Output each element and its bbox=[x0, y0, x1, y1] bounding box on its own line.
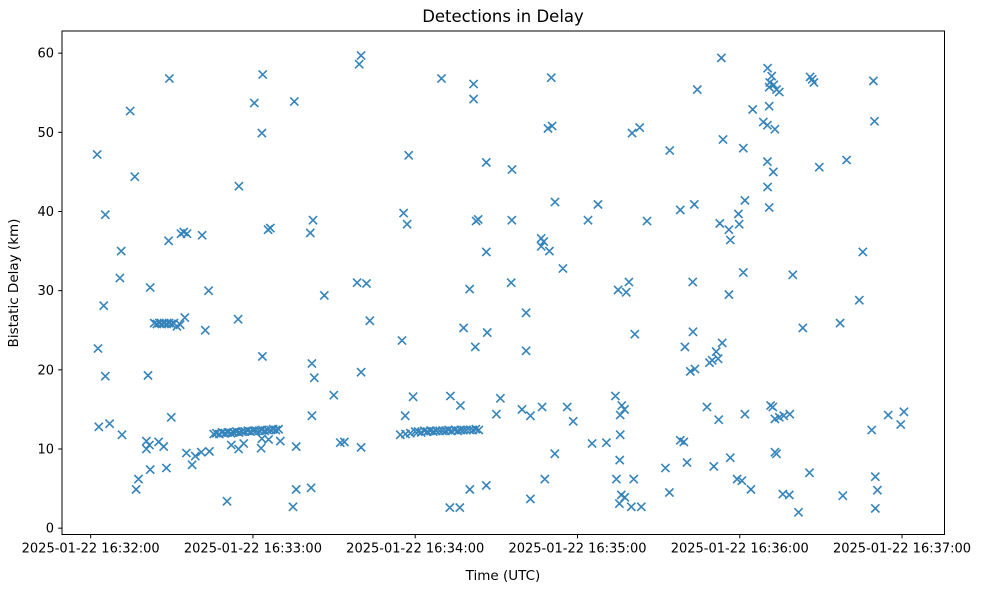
plot-area bbox=[61, 30, 945, 535]
y-tick-label: 40 bbox=[37, 205, 54, 220]
y-tick-label: 10 bbox=[37, 443, 54, 458]
scatter-marker-path bbox=[92, 50, 909, 517]
x-axis-label: Time (UTC) bbox=[465, 568, 541, 584]
y-tick-label: 60 bbox=[37, 47, 54, 62]
y-tick-label: 0 bbox=[46, 522, 54, 537]
chart-title: Detections in Delay bbox=[422, 7, 584, 26]
x-tick-label: 2025-01-22 16:37:00 bbox=[833, 542, 971, 557]
y-tick-label: 30 bbox=[37, 284, 54, 299]
y-tick-label: 50 bbox=[37, 126, 54, 141]
scatter-points bbox=[92, 50, 909, 517]
y-tick-label: 20 bbox=[37, 363, 54, 378]
y-axis-ticks bbox=[58, 52, 62, 529]
x-tick-label: 2025-01-22 16:36:00 bbox=[671, 542, 809, 557]
y-axis-label: Bistatic Delay (km) bbox=[6, 219, 22, 348]
x-tick-label: 2025-01-22 16:35:00 bbox=[508, 542, 646, 557]
x-tick-label: 2025-01-22 16:34:00 bbox=[346, 542, 484, 557]
x-tick-label: 2025-01-22 16:32:00 bbox=[22, 542, 160, 557]
y-tick-labels: 0 10 20 30 40 50 60 bbox=[37, 47, 54, 537]
x-tick-label: 2025-01-22 16:33:00 bbox=[184, 542, 322, 557]
x-tick-labels: 2025-01-22 16:32:00 2025-01-22 16:33:00 20… bbox=[22, 542, 971, 557]
x-axis-ticks bbox=[90, 534, 903, 539]
